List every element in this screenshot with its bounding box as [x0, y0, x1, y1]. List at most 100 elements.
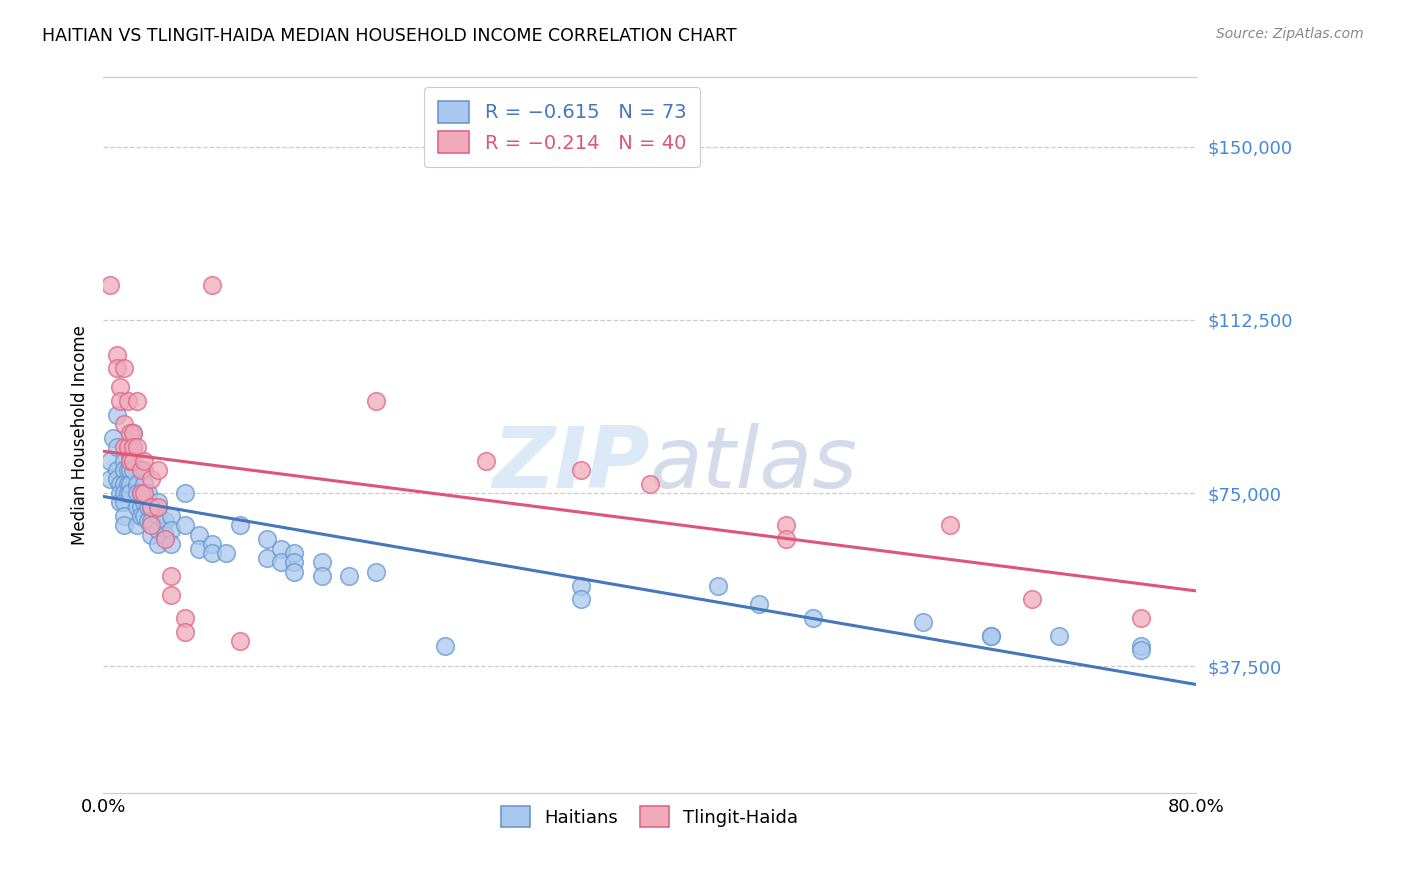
Point — [136, 514, 159, 528]
Point — [748, 597, 770, 611]
Point — [433, 639, 456, 653]
Point — [120, 426, 142, 441]
Text: ZIP: ZIP — [492, 423, 650, 506]
Point — [366, 393, 388, 408]
Point — [174, 624, 197, 639]
Point — [108, 380, 131, 394]
Point — [270, 541, 292, 556]
Point — [256, 533, 278, 547]
Point — [120, 449, 142, 463]
Point — [153, 527, 176, 541]
Point — [105, 472, 128, 486]
Point — [1130, 643, 1153, 657]
Point — [101, 431, 124, 445]
Point — [136, 500, 159, 514]
Point — [174, 518, 197, 533]
Point — [105, 440, 128, 454]
Point — [120, 476, 142, 491]
Point — [127, 393, 149, 408]
Point — [803, 611, 825, 625]
Point — [160, 569, 183, 583]
Y-axis label: Median Household Income: Median Household Income — [72, 326, 89, 545]
Point — [112, 509, 135, 524]
Point — [256, 550, 278, 565]
Point — [105, 347, 128, 361]
Point — [132, 463, 155, 477]
Point — [108, 476, 131, 491]
Point — [136, 486, 159, 500]
Point — [120, 463, 142, 477]
Point — [707, 578, 730, 592]
Point — [201, 537, 224, 551]
Point — [108, 393, 131, 408]
Point — [120, 486, 142, 500]
Point — [112, 495, 135, 509]
Point — [132, 454, 155, 468]
Point — [98, 278, 121, 293]
Point — [775, 518, 797, 533]
Point — [174, 611, 197, 625]
Point — [337, 569, 360, 583]
Point — [153, 514, 176, 528]
Point — [160, 588, 183, 602]
Point — [139, 472, 162, 486]
Point — [283, 556, 305, 570]
Point — [122, 463, 145, 477]
Point — [569, 592, 592, 607]
Point — [112, 486, 135, 500]
Point — [122, 440, 145, 454]
Point — [215, 546, 238, 560]
Point — [98, 454, 121, 468]
Point — [131, 463, 153, 477]
Point — [283, 546, 305, 560]
Point — [283, 565, 305, 579]
Point — [139, 527, 162, 541]
Point — [229, 634, 252, 648]
Point — [366, 565, 388, 579]
Point — [638, 476, 661, 491]
Point — [131, 500, 153, 514]
Point — [108, 495, 131, 509]
Point — [117, 476, 139, 491]
Point — [187, 541, 209, 556]
Point — [117, 440, 139, 454]
Point — [112, 476, 135, 491]
Point — [980, 629, 1002, 643]
Point — [201, 546, 224, 560]
Point — [127, 440, 149, 454]
Point — [146, 537, 169, 551]
Point — [160, 537, 183, 551]
Point — [112, 361, 135, 376]
Point — [939, 518, 962, 533]
Point — [105, 408, 128, 422]
Point — [146, 523, 169, 537]
Point — [146, 463, 169, 477]
Point — [569, 463, 592, 477]
Legend: Haitians, Tlingit-Haida: Haitians, Tlingit-Haida — [494, 799, 806, 834]
Point — [146, 500, 169, 514]
Point — [98, 472, 121, 486]
Point — [120, 454, 142, 468]
Point — [112, 518, 135, 533]
Point — [131, 486, 153, 500]
Point — [1130, 639, 1153, 653]
Point — [132, 486, 155, 500]
Point — [160, 509, 183, 524]
Point — [122, 454, 145, 468]
Point — [1021, 592, 1043, 607]
Point — [105, 463, 128, 477]
Point — [775, 533, 797, 547]
Text: atlas: atlas — [650, 423, 858, 506]
Point — [132, 509, 155, 524]
Point — [112, 463, 135, 477]
Point — [911, 615, 934, 630]
Point — [112, 454, 135, 468]
Point — [311, 569, 333, 583]
Point — [112, 440, 135, 454]
Point — [122, 426, 145, 441]
Point — [117, 393, 139, 408]
Point — [131, 486, 153, 500]
Point — [229, 518, 252, 533]
Text: HAITIAN VS TLINGIT-HAIDA MEDIAN HOUSEHOLD INCOME CORRELATION CHART: HAITIAN VS TLINGIT-HAIDA MEDIAN HOUSEHOL… — [42, 27, 737, 45]
Point — [187, 527, 209, 541]
